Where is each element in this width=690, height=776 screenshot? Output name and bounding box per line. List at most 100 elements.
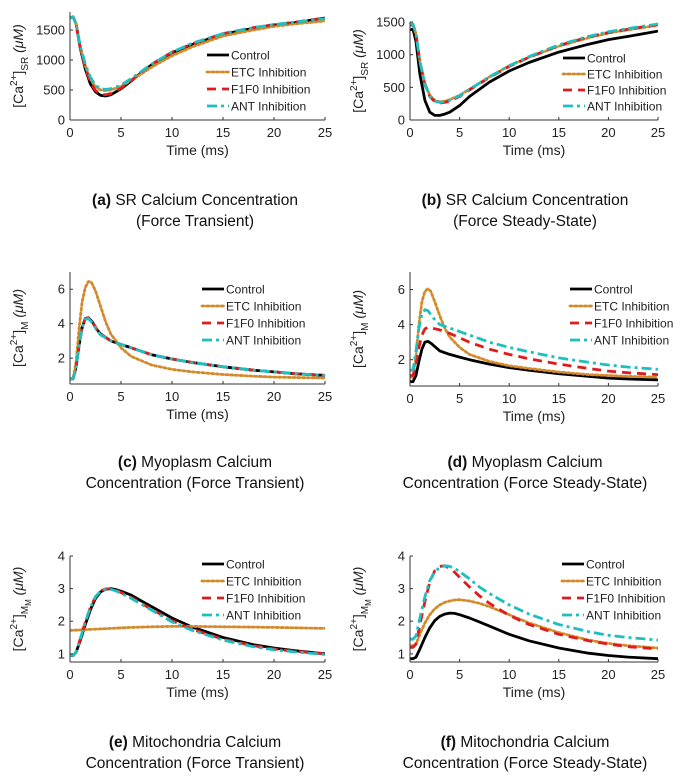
panel-a-x-tick-label: 10: [165, 125, 179, 140]
panel-f-y-tick-label: 3: [398, 581, 405, 596]
panel-d-series-etc: [410, 287, 658, 379]
panel-e-x-tick-label: 5: [117, 667, 124, 682]
panel-b-y-label-unit: (μM): [350, 29, 366, 62]
panel-c-x-tick-label: 25: [318, 389, 332, 404]
panel-d-y-label-unit: (μM): [350, 290, 366, 323]
caption-d: (d) Myoplasm Calcium Concentration (Forc…: [360, 452, 690, 494]
panel-b-x-tick-label: 25: [651, 125, 665, 140]
panel-c-y-label-sub: M: [20, 322, 31, 330]
panel-e-legend: Control ETC Inhibition F1F0 Inhibition ANT …: [200, 558, 305, 623]
panel-a-legend-label-ant: ANT Inhibition: [231, 100, 306, 114]
panel-c-x-tick-label: 10: [165, 389, 179, 404]
panel-c-x-tick-label: 0: [66, 389, 73, 404]
panel-d: 0 5 10 15 20 25 2 4 6 Time (ms) [Ca2+]M (μM) Contro…: [349, 272, 673, 424]
panel-f-y-tick-label: 4: [398, 549, 405, 564]
panel-b-y-label: [Ca2+]SR (μM): [349, 29, 371, 113]
panel-e-y-label-unit: (μM): [10, 567, 26, 600]
caption-e-line1: Mitochondria Calcium: [132, 734, 282, 751]
panel-f-legend-label-ant: ANT Inhibition: [586, 609, 661, 623]
panel-d-x-tick-label: 5: [456, 391, 463, 406]
panel-d-x-tick-label: 25: [651, 391, 665, 406]
panel-b-lines: [410, 22, 658, 117]
panel-b-y-label-close: ]: [350, 76, 366, 80]
panel-e-x-label: Time (ms): [166, 684, 228, 700]
caption-f-line1: Mitochondria Calcium: [460, 734, 610, 751]
panel-c-lines: [70, 280, 325, 381]
panel-a-legend-label-etc: ETC Inhibition: [231, 66, 306, 80]
caption-b-line1: SR Calcium Concentration: [445, 192, 629, 209]
panel-f-x-tick-label: 5: [456, 667, 463, 682]
panel-c-y-label-close: ]: [10, 330, 26, 334]
panel-a-series-ant: [70, 15, 325, 91]
panel-a-legend: Control ETC Inhibition F1F0 Inhibition ANT …: [205, 49, 310, 114]
panel-e-x-tick-label: 20: [267, 667, 281, 682]
panel-e-y-label-close: ]: [10, 614, 26, 618]
panel-c-series-etc: [70, 280, 325, 381]
panel-c-legend: Control ETC Inhibition F1F0 Inhibition ANT …: [200, 283, 305, 348]
panel-c-x-tick-label: 15: [216, 389, 230, 404]
panel-c-y-tick-label: 4: [58, 316, 65, 331]
panel-c-series-ant: [70, 317, 325, 381]
panel-e-x-tick-label: 15: [216, 667, 230, 682]
caption-c: (c) Myoplasm Calcium Concentration (Forc…: [30, 452, 360, 494]
panel-e-legend-label-etc: ETC Inhibition: [226, 575, 301, 589]
panel-b-y-tick-label: 0: [398, 113, 405, 128]
panel-f-x-tick-label: 10: [502, 667, 516, 682]
panel-c-y-label-unit: (μM): [10, 289, 26, 322]
panel-a-y-label-sup: 2+: [9, 74, 20, 86]
panel-b-y-label-sub: SR: [360, 62, 371, 76]
panel-d-legend-label-etc: ETC Inhibition: [594, 300, 669, 314]
caption-f-line2: Concentration (Force Steady-State): [402, 755, 648, 772]
panel-d-series-ant: [410, 308, 658, 372]
panel-b-x-tick-label: 15: [552, 125, 566, 140]
panel-f-series-f1f0: [410, 564, 658, 651]
caption-a-line1: SR Calcium Concentration: [115, 192, 298, 209]
panel-b-x-tick-label: 0: [406, 125, 413, 140]
panel-f-legend-label-f1f0: F1F0 Inhibition: [586, 592, 665, 606]
panel-b-y-label-main: [Ca: [350, 91, 366, 113]
panel-a-x-label: Time (ms): [166, 142, 228, 158]
caption-e: (e) Mitochondria Calcium Concentration (…: [30, 732, 360, 774]
caption-e-label: (e): [108, 734, 128, 751]
panel-f-y-label-close: ]: [350, 614, 366, 618]
panel-a-y-tick-label: 1000: [36, 53, 65, 68]
panel-b-legend-label-control: Control: [587, 52, 626, 66]
panel-a-series-etc: [70, 15, 325, 92]
panel-c: 0 5 10 15 20 25 2 4 6 Time (ms) [Ca2+]M (μM) Contro…: [9, 272, 332, 422]
panel-b-series-control: [410, 27, 658, 117]
panel-d-legend-label-control: Control: [594, 283, 633, 297]
panel-a-legend-label-control: Control: [231, 49, 270, 63]
panel-f-legend-label-control: Control: [586, 558, 625, 572]
panel-c-legend-label-control: Control: [226, 283, 265, 297]
panel-d-legend: Control ETC Inhibition F1F0 Inhibition ANT …: [568, 283, 673, 348]
panel-d-y-label: [Ca2+]M (μM): [349, 290, 371, 368]
panel-a: 0 5 10 15 20 25 0 500 1000 1500 Time (ms) [Ca2+]SR …: [9, 12, 332, 158]
panel-b-legend-label-etc: ETC Inhibition: [587, 68, 662, 82]
panel-a-y-label: [Ca2+]SR (μM): [9, 24, 31, 108]
panel-a-x-tick-label: 0: [66, 125, 73, 140]
panel-d-x-tick-label: 20: [601, 391, 615, 406]
caption-e-line2: Concentration (Force Transient): [85, 755, 305, 772]
panel-c-x-label: Time (ms): [166, 406, 228, 422]
panel-e-y-tick-label: 4: [58, 549, 65, 564]
caption-f: (f) Mitochondria Calcium Concentration (…: [360, 732, 690, 774]
panel-e-y-label-subsub: M: [24, 599, 33, 606]
panel-f-x-tick-label: 0: [406, 667, 413, 682]
panel-a-x-tick-label: 25: [318, 125, 332, 140]
panel-b-x-tick-label: 10: [502, 125, 516, 140]
caption-a: (a) SR Calcium Concentration (Force Tran…: [30, 190, 360, 232]
panel-b-y-tick-label: 1000: [376, 47, 405, 62]
panel-d-series-control: [410, 339, 658, 383]
panel-d-legend-label-ant: ANT Inhibition: [594, 334, 669, 348]
panel-b-x-tick-label: 5: [456, 125, 463, 140]
panel-c-y-label: [Ca2+]M (μM): [9, 289, 31, 367]
panel-c-legend-label-ant: ANT Inhibition: [226, 334, 301, 348]
caption-c-label: (c): [117, 454, 137, 471]
panel-a-y-tick-label: 0: [58, 113, 65, 128]
panel-f-y-label-sup: 2+: [349, 618, 360, 630]
panel-d-x-tick-label: 10: [502, 391, 516, 406]
panel-d-y-tick-label: 6: [398, 282, 405, 297]
